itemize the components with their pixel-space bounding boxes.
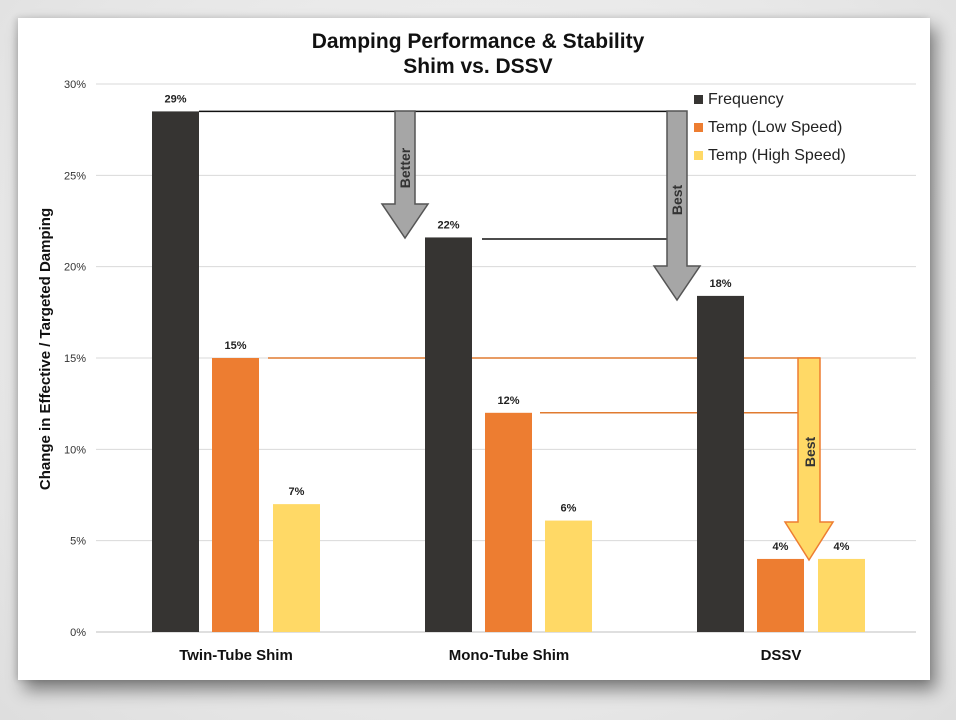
data-label-temp-low-mono-tube-shim: 12% xyxy=(497,395,519,407)
data-label-temp-high-dssv: 4% xyxy=(834,541,850,553)
y-tick-label-30: 30% xyxy=(64,79,86,91)
chart-subtitle: Shim vs. DSSV xyxy=(403,55,552,78)
data-label-temp-high-mono-tube-shim: 6% xyxy=(561,503,577,515)
best-arrow-gray-label: Best xyxy=(669,184,685,215)
y-tick-label-25: 25% xyxy=(64,170,86,182)
y-axis-label: Change in Effective / Targeted Damping xyxy=(37,208,54,490)
legend-label-temp-high: Temp (High Speed) xyxy=(708,147,846,164)
y-tick-label-5: 5% xyxy=(70,536,86,548)
bar-frequency-mono-tube-shim xyxy=(425,237,472,632)
best-arrow-gray xyxy=(652,110,702,302)
data-label-temp-low-twin-tube-shim: 15% xyxy=(224,340,246,352)
bar-frequency-dssv xyxy=(697,295,744,632)
legend-swatch-frequency xyxy=(694,95,703,104)
bar-temp-high-dssv xyxy=(818,558,865,632)
legend-swatch-temp-low xyxy=(694,123,703,132)
bar-temp-high-mono-tube-shim xyxy=(545,520,592,632)
data-label-temp-low-dssv: 4% xyxy=(773,541,789,553)
best-arrow-yellow xyxy=(783,357,835,562)
bar-temp-high-twin-tube-shim xyxy=(273,504,320,632)
better-arrow-label: Better xyxy=(397,147,413,188)
bar-temp-low-mono-tube-shim xyxy=(485,412,532,632)
chart-title: Damping Performance & Stability xyxy=(312,30,645,53)
x-category-label-dssv: DSSV xyxy=(761,647,802,664)
bar-temp-low-twin-tube-shim xyxy=(212,358,259,632)
y-tick-label-0: 0% xyxy=(70,627,86,639)
x-category-label-mono-tube-shim: Mono-Tube Shim xyxy=(449,647,570,664)
legend-label-frequency: Frequency xyxy=(708,91,784,108)
data-label-temp-high-twin-tube-shim: 7% xyxy=(289,486,305,498)
bar-temp-low-dssv xyxy=(757,558,804,632)
y-tick-label-15: 15% xyxy=(64,353,86,365)
x-category-label-twin-tube-shim: Twin-Tube Shim xyxy=(179,647,293,664)
legend-label-temp-low: Temp (Low Speed) xyxy=(708,119,842,136)
data-label-frequency-dssv: 18% xyxy=(709,278,731,290)
best-arrow-yellow-label: Best xyxy=(802,436,818,467)
legend-swatch-temp-high xyxy=(694,151,703,160)
y-tick-label-10: 10% xyxy=(64,444,86,456)
y-tick-label-20: 20% xyxy=(64,262,86,274)
better-arrow xyxy=(380,110,430,240)
data-label-frequency-twin-tube-shim: 29% xyxy=(164,93,186,105)
bar-frequency-twin-tube-shim xyxy=(152,111,199,632)
data-label-frequency-mono-tube-shim: 22% xyxy=(437,219,459,231)
